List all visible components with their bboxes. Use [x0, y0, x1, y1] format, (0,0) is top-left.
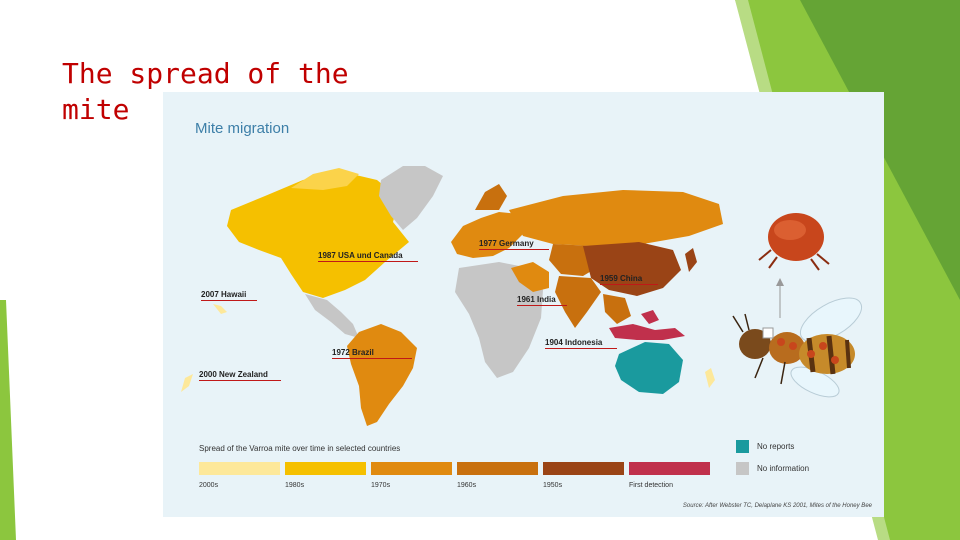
legend-swatch-2000s	[199, 462, 280, 475]
key-swatch-no-information	[736, 462, 749, 475]
europe-region	[451, 212, 525, 258]
australia-region	[615, 342, 683, 394]
legend-swatch-1970s	[371, 462, 452, 475]
legend-swatch-first-detection	[629, 462, 710, 475]
south-america-region	[347, 324, 417, 426]
japan-region	[685, 248, 697, 272]
legend-title: Spread of the Varroa mite over time in s…	[199, 444, 401, 453]
central-america-region	[305, 294, 359, 338]
legend-swatch-1960s	[457, 462, 538, 475]
legend-label-1960s: 1960s	[457, 482, 477, 489]
legend-label-first-detection: First detection	[629, 482, 673, 489]
green-left-sliver	[0, 300, 16, 540]
label-brazil: 1972 Brazil	[332, 348, 412, 359]
legend-label-1950s: 1950s	[543, 482, 563, 489]
varroa-mite-illustration	[758, 213, 830, 271]
label-hawaii: 2007 Hawaii	[201, 290, 257, 301]
china-region	[583, 242, 681, 296]
southeast-asia-region	[603, 294, 631, 324]
legend-label-2000s: 2000s	[199, 482, 219, 489]
key-swatch-no-reports	[736, 440, 749, 453]
new-zealand-region	[181, 374, 193, 392]
honey-bee-illustration	[732, 297, 863, 398]
hawaii-region	[213, 304, 227, 314]
slide-title: The spread of the mite	[62, 57, 349, 126]
map-title: Mite migration	[195, 120, 290, 137]
label-germany: 1977 Germany	[479, 239, 549, 250]
middle-east-region	[511, 262, 549, 292]
label-china: 1959 China	[600, 274, 658, 285]
russia-region	[509, 190, 723, 246]
scandinavia-region	[475, 184, 507, 210]
label-usa-canada: 1987 USA und Canada	[318, 251, 418, 262]
label-indonesia: 1904 Indonesia	[545, 338, 617, 349]
africa-region	[455, 262, 543, 378]
indonesia-region	[609, 324, 685, 340]
label-india: 1961 India	[517, 295, 567, 306]
source-credit: Source: After Webster TC, Delaplane KS 2…	[682, 503, 872, 509]
map-panel: Mite migration 1987 USA und Canada 2007 …	[163, 92, 884, 517]
borneo-region	[641, 310, 659, 324]
legend-label-1970s: 1970s	[371, 482, 391, 489]
world-map	[181, 166, 863, 426]
arctic-islands-region	[291, 168, 359, 190]
label-new-zealand: 2000 New Zealand	[199, 370, 281, 381]
greenland-region	[379, 166, 443, 230]
india-region	[555, 276, 601, 328]
key-label-no-reports: No reports	[757, 442, 795, 451]
nz-east-region	[705, 368, 715, 388]
legend-swatch-1980s	[285, 462, 366, 475]
key-label-no-information: No information	[757, 464, 810, 473]
legend-label-1980s: 1980s	[285, 482, 305, 489]
north-america-region	[227, 172, 409, 298]
mite-pointer-arrowhead	[776, 278, 784, 286]
legend-swatch-1950s	[543, 462, 624, 475]
